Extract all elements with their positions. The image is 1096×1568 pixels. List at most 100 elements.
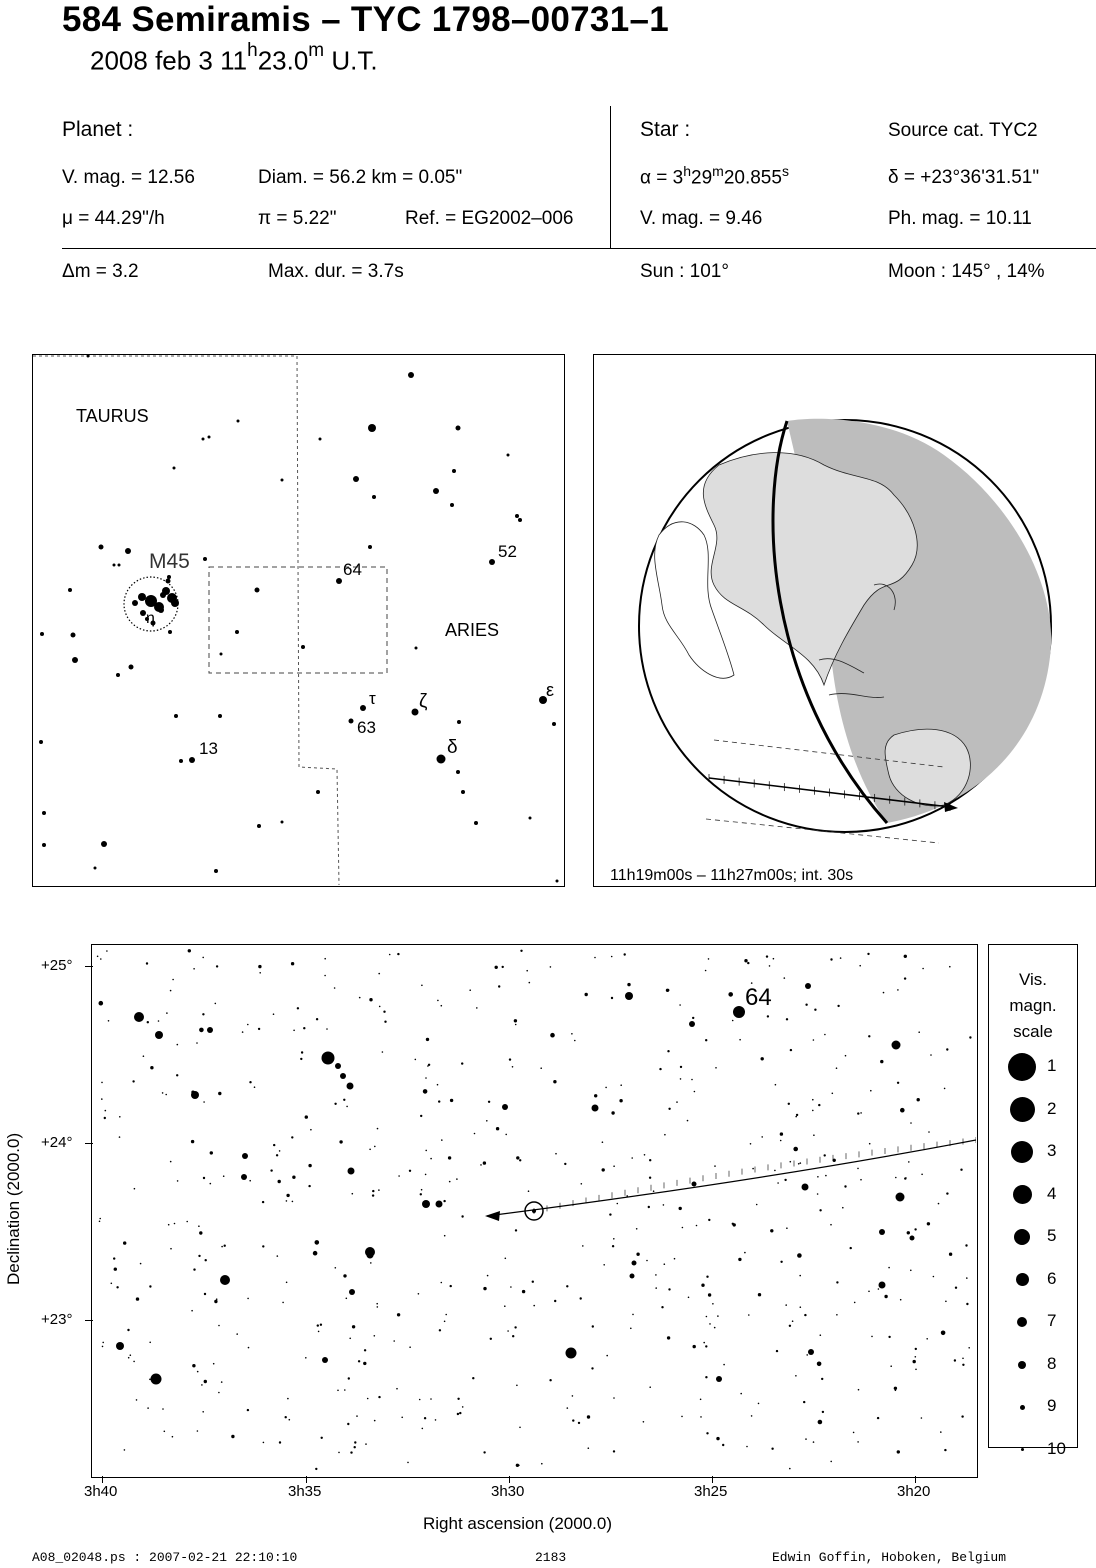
detail-star (896, 1450, 900, 1454)
detail-star (630, 1327, 632, 1330)
finder-star (145, 595, 157, 607)
detail-star (877, 1288, 880, 1290)
detail-star (291, 1200, 294, 1203)
detail-star (966, 1277, 968, 1279)
detail-star (215, 1298, 218, 1300)
detail-star (649, 1386, 651, 1388)
detail-star (969, 1036, 972, 1039)
detail-star (748, 1314, 750, 1316)
detail-star (945, 1300, 947, 1303)
globe-caption: 11h19m00s – 11h27m00s; int. 30s (610, 867, 853, 884)
detail-star (275, 1154, 279, 1157)
finder-star (254, 587, 260, 593)
detail-star (906, 1231, 910, 1235)
finder-star (235, 630, 239, 634)
detail-star (579, 1297, 582, 1300)
detail-star (814, 1008, 817, 1011)
x-tick-3h40: 3h40 (84, 1483, 118, 1500)
asia-landmass (702, 452, 918, 687)
ra-hour-unit: h (683, 163, 692, 179)
detail-star (292, 1175, 296, 1179)
detail-star (107, 1020, 110, 1022)
finder-star (112, 563, 116, 567)
detail-star (708, 1218, 711, 1222)
finder-star (42, 811, 46, 815)
detail-star (926, 1222, 931, 1226)
detail-star (880, 1059, 884, 1064)
finder-star (167, 575, 171, 579)
detail-star (196, 1370, 199, 1373)
detail-star (857, 1112, 860, 1115)
detail-star (203, 1292, 207, 1296)
detail-star (300, 1057, 303, 1061)
detail-star (774, 1169, 776, 1172)
detail-star (214, 1299, 218, 1304)
finder-star (457, 720, 461, 724)
detail-star (127, 1356, 130, 1359)
detail-star (249, 1179, 251, 1182)
detail-star (805, 1003, 808, 1006)
scale-title: Vis. magn. scale (989, 967, 1077, 1045)
detail-star (816, 1361, 822, 1367)
detail-star (518, 1464, 520, 1467)
detail-star (461, 1215, 464, 1218)
detail-star (591, 1104, 599, 1112)
detail-star (646, 1259, 648, 1262)
detail-star (333, 987, 336, 989)
detail-star (113, 1267, 117, 1271)
finder-star (539, 696, 547, 704)
detail-star (438, 1329, 442, 1332)
time-ticks (708, 774, 951, 811)
detail-star (632, 1313, 634, 1316)
detail-star (705, 1376, 708, 1379)
finder-star (158, 607, 164, 613)
detail-star (422, 1089, 428, 1094)
detail-star (169, 989, 172, 992)
finder-star (168, 630, 172, 634)
detail-star (905, 1177, 907, 1179)
detail-star (363, 1349, 367, 1352)
detail-star (142, 1055, 145, 1057)
detail-star (176, 1043, 179, 1046)
detail-star (339, 1140, 343, 1144)
detail-star (943, 1087, 946, 1090)
detail-star (755, 1203, 758, 1206)
finder-star (101, 841, 107, 847)
scale-label: 9 (1047, 1396, 1057, 1415)
detail-star (766, 1015, 770, 1018)
detail-star (774, 1083, 777, 1086)
detail-star (473, 1132, 476, 1135)
footer-number: 2183 (535, 1550, 567, 1565)
finder-star (201, 437, 205, 441)
detail-star (878, 1281, 886, 1289)
detail-star (338, 1451, 340, 1454)
detail-star (611, 1111, 615, 1115)
detail-star (659, 1067, 662, 1071)
detail-star (398, 1175, 400, 1177)
detail-star (291, 1136, 294, 1139)
detail-star (135, 1399, 138, 1401)
detail-star (716, 1376, 722, 1382)
detail-star (965, 1244, 968, 1247)
detail-star (586, 1415, 591, 1419)
detail-star (693, 1090, 696, 1093)
star-phmag: Ph. mag. = 10.11 (888, 208, 1032, 229)
detail-star (334, 1102, 337, 1105)
detail-star (214, 1002, 217, 1005)
star-vmag: V. mag. = 9.46 (640, 208, 763, 229)
finder-star (174, 714, 178, 718)
x-tick-3h35: 3h35 (288, 1483, 322, 1500)
detail-star (434, 1419, 437, 1421)
detail-star (830, 1460, 832, 1463)
detail-star (351, 1192, 354, 1195)
detail-star (259, 972, 261, 974)
detail-star (155, 1031, 163, 1039)
detail-star (784, 1178, 787, 1182)
table-rule (62, 248, 1096, 249)
finder-star (189, 757, 195, 763)
detail-star (424, 1173, 427, 1176)
detail-star (666, 1336, 671, 1340)
ra-minute-unit: m (712, 163, 724, 179)
detail-star (768, 965, 771, 967)
detail-star (133, 1360, 135, 1363)
